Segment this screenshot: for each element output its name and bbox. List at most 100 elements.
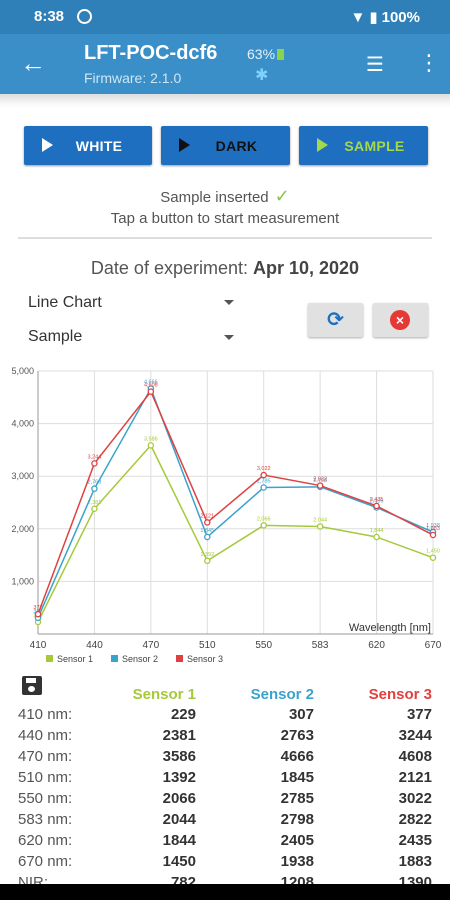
data-label: 3,244 bbox=[88, 454, 102, 460]
line-chart: 1,000 2,000 3,000 4,000 5,000 410 440 470 510 550… bbox=[11, 366, 442, 664]
table-row: 440 nm: 2381 2763 3244 bbox=[0, 727, 450, 748]
table-row: 510 nm: 1392 1845 2121 bbox=[0, 769, 450, 790]
series-line-1 bbox=[37, 444, 434, 623]
more-vert-icon[interactable]: ⋮ bbox=[418, 50, 440, 75]
data-label: 377 bbox=[33, 605, 42, 611]
chart-type-dropdown[interactable]: Line Chart bbox=[28, 294, 234, 312]
x-axis-label: Wavelength [nm] bbox=[349, 622, 431, 634]
y-tick-label: 3,000 bbox=[11, 471, 34, 481]
data-label: 2,798 bbox=[313, 478, 327, 484]
sensor2-value: 1845 bbox=[280, 769, 314, 786]
clear-button[interactable]: × bbox=[373, 303, 428, 337]
data-label: 2,044 bbox=[313, 517, 327, 523]
sensor1-value: 2066 bbox=[162, 790, 196, 807]
data-label: 3,586 bbox=[144, 436, 158, 442]
white-button-label: WHITE bbox=[75, 138, 123, 154]
white-button[interactable]: WHITE bbox=[24, 126, 152, 165]
table-row: 670 nm: 1450 1938 1883 bbox=[0, 853, 450, 874]
series-line-2 bbox=[37, 386, 434, 619]
experiment-date: Date of experiment: Apr 10, 2020 bbox=[0, 258, 450, 279]
table-row: 583 nm: 2044 2798 2822 bbox=[0, 811, 450, 832]
row-label: 470 nm: bbox=[18, 748, 73, 765]
row-label: 510 nm: bbox=[18, 769, 73, 786]
sensor2-value: 2763 bbox=[280, 727, 314, 744]
data-point bbox=[204, 533, 211, 541]
chart-type-value: Line Chart bbox=[28, 294, 102, 311]
divider bbox=[18, 237, 432, 239]
sensor1-value: 1450 bbox=[162, 853, 196, 870]
data-label: 3,022 bbox=[257, 466, 271, 472]
sensor1-header: Sensor 1 bbox=[132, 686, 196, 703]
sensor3-value: 1883 bbox=[398, 853, 432, 870]
row-label: 410 nm: bbox=[18, 706, 73, 723]
sensor1-value: 2381 bbox=[162, 727, 196, 744]
data-point bbox=[260, 471, 267, 479]
y-tick-label: 1,000 bbox=[11, 576, 34, 586]
series-value: Sample bbox=[28, 328, 83, 345]
data-label: 2,066 bbox=[257, 516, 271, 522]
check-icon: ✓ bbox=[274, 186, 290, 206]
data-label: 1,392 bbox=[200, 552, 214, 558]
x-tick-label: 510 bbox=[199, 640, 216, 651]
play-icon bbox=[317, 138, 328, 152]
save-icon[interactable] bbox=[22, 676, 42, 695]
data-point bbox=[373, 533, 380, 541]
instruction-text: Tap a button to start measurement bbox=[110, 210, 340, 227]
sensor1-value: 3586 bbox=[162, 748, 196, 765]
x-tick-label: 470 bbox=[143, 640, 160, 651]
date-value: Apr 10, 2020 bbox=[253, 258, 360, 278]
bluetooth-icon: ✱ bbox=[255, 67, 269, 84]
dark-button-label: DARK bbox=[215, 138, 258, 154]
dark-button[interactable]: DARK bbox=[161, 126, 290, 165]
row-label: 440 nm: bbox=[18, 727, 73, 744]
status-time: 8:38 bbox=[34, 8, 65, 25]
refresh-button[interactable]: ⟳ bbox=[308, 303, 363, 337]
device-battery-icon bbox=[277, 49, 285, 60]
sensor2-value: 2405 bbox=[280, 832, 314, 849]
row-label: 550 nm: bbox=[18, 790, 73, 807]
data-point bbox=[429, 554, 437, 561]
sensor3-header: Sensor 3 bbox=[368, 686, 432, 703]
data-point bbox=[34, 610, 42, 618]
sensor3-value: 3244 bbox=[398, 727, 432, 744]
data-point bbox=[147, 388, 155, 395]
sensor2-value: 307 bbox=[288, 706, 314, 723]
refresh-icon: ⟳ bbox=[327, 309, 344, 331]
data-label: 2,785 bbox=[257, 479, 271, 485]
table-row: 470 nm: 3586 4666 4608 bbox=[0, 748, 450, 769]
data-label: 1,450 bbox=[426, 549, 440, 555]
series-dropdown[interactable]: Sample bbox=[28, 328, 234, 346]
data-point bbox=[260, 484, 267, 491]
back-arrow-icon[interactable]: ← bbox=[20, 48, 46, 78]
data-label: 2,822 bbox=[313, 477, 327, 483]
sensor3-value: 2435 bbox=[398, 832, 432, 849]
sensor3-value: 4608 bbox=[398, 748, 432, 765]
x-tick-label: 620 bbox=[368, 640, 385, 651]
chevron-down-icon bbox=[224, 300, 234, 305]
firmware-version: Firmware: 2.1.0 bbox=[84, 70, 182, 86]
sample-status: Sample inserted ✓ bbox=[0, 186, 450, 207]
data-point bbox=[316, 523, 324, 530]
x-tick-label: 670 bbox=[425, 640, 442, 651]
data-point bbox=[204, 519, 211, 526]
chevron-down-icon bbox=[224, 335, 234, 340]
data-label: 1,845 bbox=[200, 528, 214, 534]
data-point bbox=[316, 482, 324, 489]
sample-button[interactable]: SAMPLE bbox=[299, 126, 428, 165]
sensor3-value: 2121 bbox=[398, 769, 432, 786]
sample-button-label: SAMPLE bbox=[344, 138, 405, 154]
x-tick-label: 550 bbox=[255, 640, 272, 651]
table-row: 550 nm: 2066 2785 3022 bbox=[0, 790, 450, 811]
data-label: 2,381 bbox=[88, 500, 102, 506]
appbar-shadow bbox=[0, 94, 450, 108]
x-tick-label: 583 bbox=[312, 640, 329, 651]
data-label: 2,763 bbox=[88, 480, 102, 486]
x-tick-label: 440 bbox=[86, 640, 103, 651]
tune-icon[interactable]: ☰ bbox=[366, 54, 384, 76]
status-right: ▼ ▮ 100% bbox=[351, 8, 421, 27]
data-point bbox=[91, 505, 98, 513]
y-tick-label: 5,000 bbox=[11, 366, 34, 376]
data-point bbox=[373, 502, 380, 510]
row-label: 583 nm: bbox=[18, 811, 73, 828]
sensor1-value: 1392 bbox=[162, 769, 196, 786]
